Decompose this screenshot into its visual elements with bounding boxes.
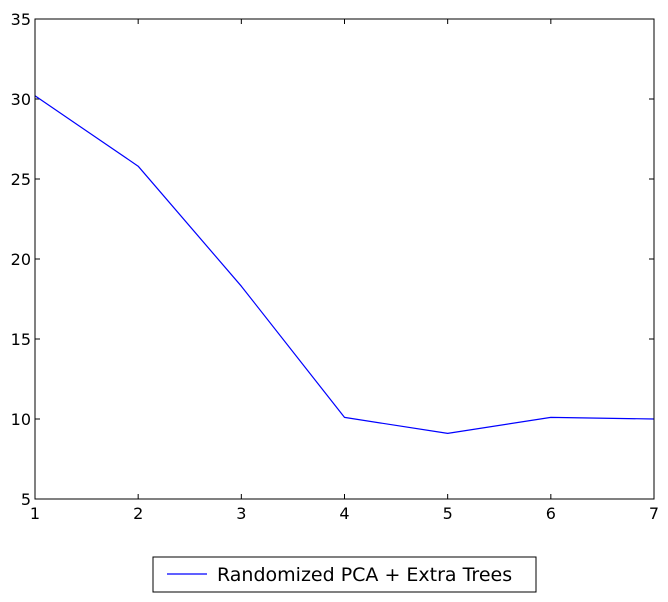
y-tick-label: 5 [21,490,31,509]
x-tick-label: 4 [339,504,349,523]
x-tick-label: 3 [236,504,246,523]
plot-background [35,19,654,499]
series-layer [34,95,655,434]
x-tick-label: 6 [546,504,556,523]
x-tick-label: 2 [133,504,143,523]
y-tick-label: 10 [11,410,31,429]
tick-labels: 1 2 3 4 5 6 7 5 10 15 20 25 30 35 [11,10,659,523]
y-tick-label: 35 [11,10,31,29]
plot-frame [34,18,655,500]
series-line-0 [34,95,655,434]
y-tick-label: 20 [11,250,31,269]
legend: Randomized PCA + Extra Trees [152,556,537,593]
x-tick-label: 7 [649,504,659,523]
y-tick-label: 30 [11,90,31,109]
x-tick-label: 5 [443,504,453,523]
x-tick-label: 1 [30,504,40,523]
legend-label: Randomized PCA + Extra Trees [217,564,512,586]
y-tick-label: 15 [11,330,31,349]
legend-box [152,556,537,593]
y-tick-label: 25 [11,170,31,189]
